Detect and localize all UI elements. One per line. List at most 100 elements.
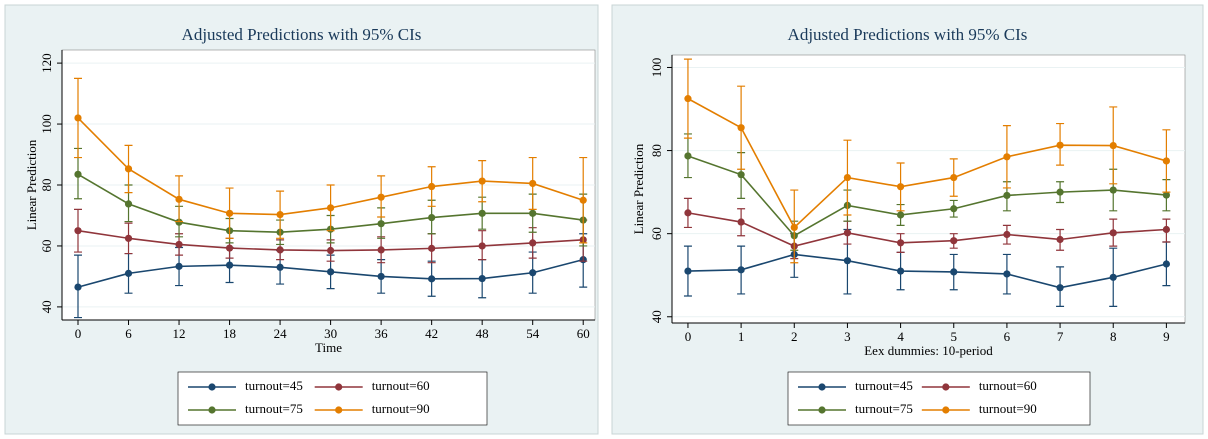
point	[276, 210, 284, 219]
y-tick-label: 80	[39, 179, 54, 192]
point	[896, 183, 905, 191]
point	[737, 266, 745, 274]
point	[684, 95, 692, 103]
x-tick-label: 54	[526, 326, 540, 341]
legend-marker	[818, 383, 826, 391]
x-tick-label: 2	[791, 329, 798, 344]
point	[327, 204, 335, 212]
legend-marker	[818, 406, 826, 414]
y-tick-label: 40	[649, 310, 664, 323]
y-tick-label: 100	[39, 114, 54, 133]
point	[1003, 153, 1011, 161]
point	[327, 246, 335, 255]
x-tick-label: 0	[75, 326, 82, 341]
point	[1056, 284, 1064, 292]
point	[950, 205, 958, 213]
point	[124, 200, 133, 208]
chart-title: Adjusted Predictions with 95% CIs	[788, 25, 1028, 44]
legend-label: turnout=75	[245, 401, 303, 416]
point	[896, 211, 905, 219]
series-line	[687, 253, 1167, 289]
x-tick-label: 42	[425, 326, 438, 341]
point	[529, 209, 537, 217]
legend-label: turnout=45	[855, 378, 913, 393]
point	[1162, 157, 1170, 165]
y-tick-label: 40	[39, 300, 54, 313]
legend-marker	[335, 383, 343, 391]
x-tick-label: 30	[324, 326, 337, 341]
point	[327, 268, 335, 276]
point	[428, 244, 436, 252]
legend-label: turnout=45	[245, 378, 303, 393]
point	[1056, 141, 1064, 149]
legend-marker	[942, 406, 950, 414]
point	[478, 209, 486, 217]
point	[428, 214, 436, 222]
point	[377, 246, 385, 254]
legend-box	[787, 371, 1091, 426]
point	[1056, 188, 1064, 196]
point	[428, 275, 436, 283]
x-tick-label: 8	[1110, 329, 1117, 344]
point	[377, 272, 385, 281]
x-tick-label: 48	[476, 326, 489, 341]
point	[529, 269, 537, 277]
point	[1109, 273, 1117, 281]
point	[74, 170, 82, 178]
legend-marker	[335, 406, 343, 414]
x-tick-label: 7	[1057, 329, 1064, 344]
x-tick-label: 9	[1163, 329, 1170, 344]
point	[1162, 191, 1170, 199]
series-line	[687, 97, 1167, 229]
point	[124, 269, 133, 277]
x-tick-label: 36	[375, 326, 389, 341]
point	[843, 257, 852, 265]
x-tick-label: 6	[125, 326, 132, 341]
x-tick-label: 0	[685, 329, 692, 344]
point	[175, 195, 183, 203]
x-tick-label: 3	[844, 329, 851, 344]
point	[579, 196, 587, 204]
point	[124, 234, 133, 242]
point	[1003, 270, 1011, 278]
point	[737, 171, 745, 179]
point	[276, 246, 284, 254]
legend-marker	[208, 383, 216, 391]
point	[74, 114, 82, 122]
point	[1056, 235, 1064, 244]
point	[1109, 186, 1117, 194]
point	[225, 244, 234, 252]
y-axis-title: Linear Prediction	[631, 143, 646, 234]
x-tick-label: 6	[1004, 329, 1011, 344]
x-tick-label: 18	[223, 326, 236, 341]
legend-label: turnout=75	[855, 401, 913, 416]
point	[1003, 191, 1011, 200]
x-tick-label: 5	[951, 329, 958, 344]
legend-label: turnout=90	[372, 401, 430, 416]
point	[896, 239, 905, 247]
legend-label: turnout=60	[372, 378, 430, 393]
point	[225, 261, 234, 269]
x-tick-label: 60	[577, 326, 590, 341]
x-tick-label: 1	[738, 329, 745, 344]
point	[175, 218, 183, 226]
point	[529, 179, 537, 188]
point	[74, 227, 82, 235]
point	[684, 209, 692, 217]
point	[1109, 229, 1117, 237]
point	[175, 262, 183, 270]
series-line	[687, 212, 1167, 247]
point	[1003, 230, 1011, 239]
point	[737, 218, 745, 226]
point	[950, 173, 958, 182]
legend-label: turnout=90	[979, 401, 1037, 416]
point	[950, 268, 958, 276]
x-axis-title: Time	[315, 340, 342, 355]
point	[478, 274, 486, 283]
x-axis-title: Eex dummies: 10-period	[864, 343, 993, 358]
point	[790, 223, 798, 232]
legend-label: turnout=60	[979, 378, 1037, 393]
point	[1109, 141, 1117, 150]
